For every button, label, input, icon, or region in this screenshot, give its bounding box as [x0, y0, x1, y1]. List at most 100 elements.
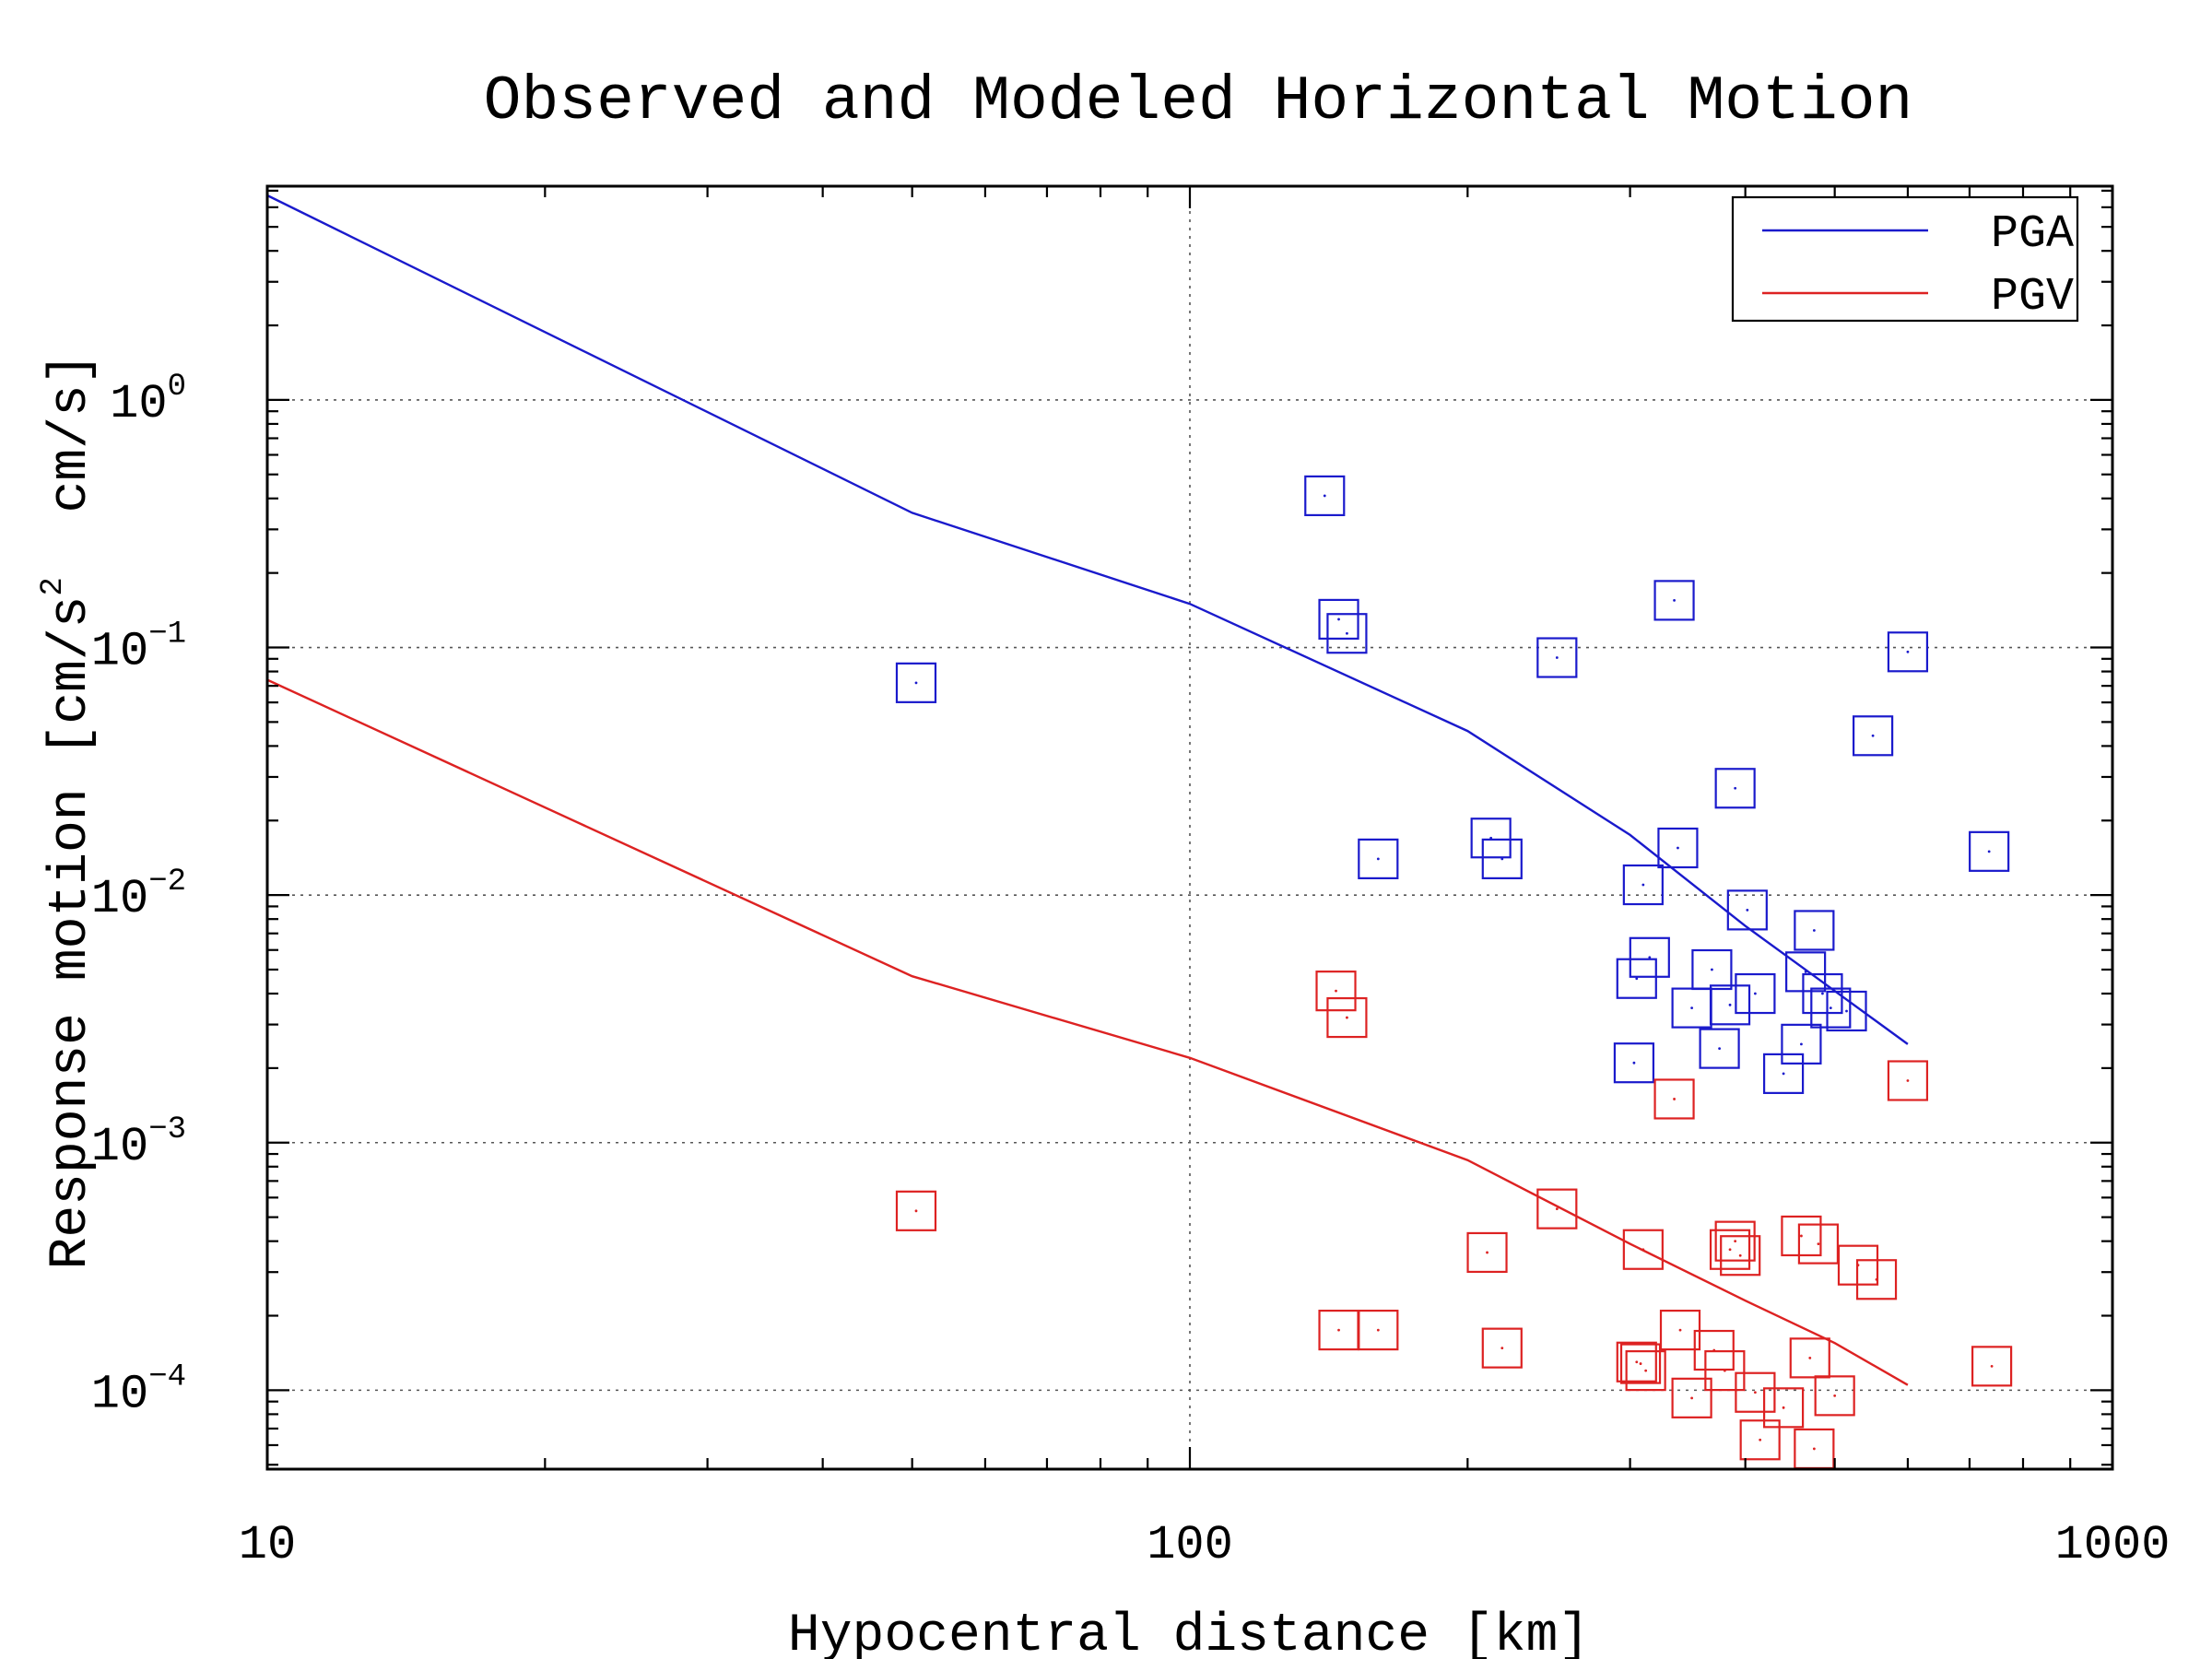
pgv-observed-point	[1990, 1364, 1994, 1368]
pga-observed-point	[1800, 1042, 1803, 1046]
pgv-observed-point	[1335, 989, 1337, 993]
pgv-observed-marker	[1622, 1229, 1664, 1270]
x-tick-label: 1000	[2055, 1518, 2171, 1572]
pgv-observed-marker	[1814, 1375, 1855, 1417]
pga-observed-point	[1871, 734, 1875, 737]
pgv-observed-marker	[1714, 1220, 1756, 1262]
pgv-observed-marker	[1625, 1350, 1666, 1392]
pga-observed-point	[1804, 970, 1807, 973]
plot-frame	[265, 184, 2114, 1471]
pgv-legend-label: PGV	[1991, 271, 2074, 324]
x-tick-label: 10	[239, 1518, 296, 1572]
plot-series	[266, 194, 2013, 1470]
pgv-observed-point	[1690, 1396, 1694, 1400]
pga-observed-point	[914, 681, 918, 685]
x-tick-label: 100	[1147, 1518, 1233, 1572]
pgv-observed-marker	[1704, 1350, 1746, 1392]
pga-model-line	[266, 194, 1909, 1045]
pga-observed-marker	[1653, 580, 1695, 621]
y-tick-label: 100	[110, 370, 186, 431]
legend: PGA PGV	[1731, 195, 2079, 324]
pgv-observed-point	[1555, 1207, 1559, 1211]
y-tick-label: 10−4	[91, 1359, 186, 1421]
legend-box	[1731, 195, 2079, 323]
pgv-observed-marker	[1481, 1327, 1523, 1369]
pga-observed-marker	[1318, 598, 1359, 641]
pgv-observed-point	[1678, 1328, 1682, 1332]
axis-ticks	[265, 186, 2114, 1469]
pgv-observed-point	[1817, 1242, 1820, 1246]
pga-observed-marker	[1629, 936, 1670, 978]
pga-observed-marker	[1613, 1042, 1655, 1084]
pga-observed-point	[1677, 846, 1679, 850]
pgv-observed-point	[1337, 1328, 1340, 1332]
pga-observed-marker	[1326, 613, 1368, 654]
pgv-observed-marker	[1536, 1188, 1578, 1230]
x-axis-label: Hypocentral distance [km]	[788, 1606, 1590, 1659]
y-tick-label: 10−2	[91, 865, 186, 926]
pgv-observed-marker	[1709, 1229, 1751, 1270]
pga-observed-point	[1829, 1006, 1832, 1010]
x-tick-labels: 10 100 1000	[239, 1518, 2171, 1572]
pga-observed-marker	[1826, 990, 1867, 1032]
pgv-observed-point	[1376, 1328, 1380, 1332]
y-tick-label: 10−1	[91, 618, 186, 679]
y-axis-label: Response motion [cm/s2 cm/s]	[36, 353, 101, 1270]
pga-observed-point	[1323, 494, 1326, 498]
pga-observed-point	[1690, 1006, 1694, 1010]
pgv-observed-point	[1753, 1391, 1757, 1394]
pga-observed-marker	[1785, 951, 1827, 993]
pgv-observed-point	[1723, 1369, 1726, 1372]
pga-observed-point	[1500, 857, 1504, 861]
pga-observed-marker	[1709, 984, 1751, 1026]
chart-title: Observed and Modeled Horizontal Motion	[484, 66, 1913, 137]
pga-observed-point	[1812, 929, 1816, 932]
pgv-observed-point	[1641, 1248, 1645, 1252]
pga-observed-point	[1635, 977, 1639, 981]
pgv-observed-marker	[1315, 971, 1357, 1012]
pga-observed-marker	[1622, 864, 1664, 906]
pgv-observed-marker	[1797, 1223, 1840, 1265]
pga-observed-point	[1555, 656, 1559, 659]
pga-observed-marker	[1304, 475, 1346, 517]
pgv-observed-point	[1738, 1253, 1742, 1257]
pga-observed-point	[1987, 850, 1991, 853]
pga-observed-marker	[895, 662, 937, 703]
pga-observed-marker	[1781, 1023, 1822, 1065]
pga-observed-marker	[1735, 972, 1776, 1015]
pga-observed-marker	[1481, 838, 1523, 879]
pgv-observed-point	[1782, 1406, 1785, 1409]
pgv-observed-point	[1346, 1016, 1348, 1019]
pgv-observed-point	[1728, 1248, 1732, 1252]
pgv-observed-marker	[1887, 1060, 1929, 1101]
pgv-observed-point	[914, 1209, 918, 1213]
pgv-observed-marker	[1671, 1377, 1712, 1418]
pga-observed-marker	[1657, 827, 1699, 869]
pga-observed-point	[1728, 1003, 1732, 1006]
pga-observed-marker	[1536, 637, 1578, 678]
pgv-observed-point	[1906, 1079, 1910, 1082]
pgv-observed-marker	[1653, 1078, 1695, 1120]
pgv-observed-point	[1808, 1356, 1812, 1359]
pga-observed-point	[1346, 631, 1348, 635]
pgv-observed-point	[1635, 1360, 1639, 1364]
pgv-observed-point	[1875, 1277, 1878, 1281]
pgv-observed-point	[1800, 1234, 1803, 1238]
pgv-observed-marker	[1762, 1387, 1805, 1429]
pgv-observed-point	[1639, 1362, 1642, 1365]
pga-observed-marker	[1810, 987, 1852, 1029]
pga-observed-point	[1821, 992, 1824, 995]
pga-observed-marker	[1762, 1053, 1805, 1094]
pgv-observed-point	[1486, 1251, 1488, 1254]
pgv-observed-point	[1734, 1240, 1737, 1243]
pga-observed-point	[1718, 1047, 1722, 1051]
pga-observed-point	[1673, 598, 1676, 602]
pga-observed-point	[1376, 857, 1380, 861]
y-tick-label: 10−3	[91, 1112, 186, 1174]
pga-observed-marker	[1969, 830, 2010, 872]
pga-observed-point	[1845, 1009, 1848, 1013]
pga-observed-marker	[1853, 715, 1894, 757]
pgv-observed-point	[1812, 1447, 1816, 1451]
pgv-observed-point	[1833, 1394, 1837, 1397]
